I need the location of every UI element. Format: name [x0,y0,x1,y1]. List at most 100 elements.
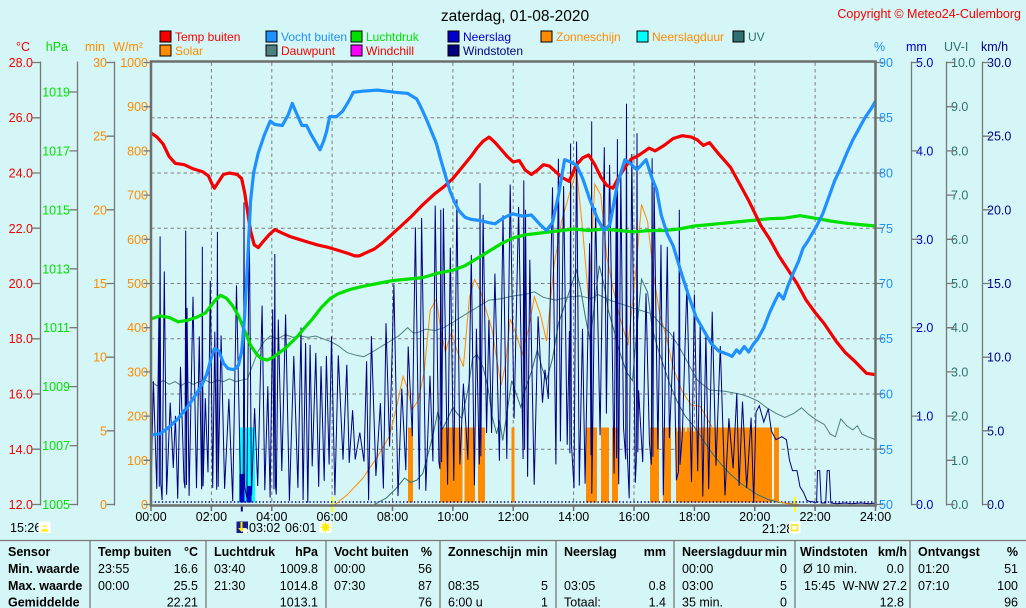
svg-text:12.0: 12.0 [9,498,33,512]
svg-text:22.0: 22.0 [9,222,33,236]
svg-text:07:30: 07:30 [334,579,365,593]
svg-text:00:00: 00:00 [98,579,129,593]
svg-text:01:20: 01:20 [918,562,949,576]
svg-text:W-NW 27.2: W-NW 27.2 [843,579,907,593]
svg-text:15:26: 15:26 [10,521,41,535]
svg-text:%: % [874,40,885,54]
svg-text:87: 87 [418,579,432,593]
svg-text:96: 96 [1004,596,1018,608]
svg-text:20: 20 [93,203,107,217]
svg-text:min: min [526,545,548,559]
svg-text:02:00: 02:00 [196,510,227,524]
svg-text:70: 70 [879,277,893,291]
svg-text:800: 800 [127,144,148,158]
svg-text:90: 90 [879,56,893,70]
svg-text:08:35: 08:35 [448,579,479,593]
svg-text:Copyright © Meteo24-Culemborg: Copyright © Meteo24-Culemborg [837,7,1021,21]
svg-text:12:00: 12:00 [498,510,529,524]
svg-text:1015: 1015 [42,203,70,217]
svg-text:1014.8: 1014.8 [280,579,318,593]
svg-text:Windchill: Windchill [366,44,414,58]
svg-text:50: 50 [879,498,893,512]
svg-text:20.0: 20.0 [987,203,1011,217]
svg-text:Totaal:: Totaal: [564,596,601,608]
svg-text:10:00: 10:00 [437,510,468,524]
svg-text:15.0: 15.0 [987,277,1011,291]
svg-text:0: 0 [100,498,107,512]
svg-text:°C: °C [184,545,198,559]
svg-text:23:55: 23:55 [98,562,129,576]
svg-text:Temp buiten: Temp buiten [175,30,240,44]
svg-text:Zonneschijn: Zonneschijn [556,30,621,44]
svg-text:24.0: 24.0 [9,167,33,181]
svg-text:26.0: 26.0 [9,111,33,125]
svg-text:500: 500 [127,277,148,291]
svg-text:1013.1: 1013.1 [280,596,318,608]
svg-text:Neerslagduur: Neerslagduur [682,545,763,559]
svg-text:1017: 1017 [42,144,70,158]
svg-text:07:10: 07:10 [918,579,949,593]
svg-text:Zonneschijn: Zonneschijn [448,545,522,559]
svg-text:85: 85 [879,111,893,125]
svg-text:18:00: 18:00 [679,510,710,524]
svg-text:5: 5 [780,579,787,593]
svg-text:1013: 1013 [42,262,70,276]
svg-text:10.0: 10.0 [951,56,975,70]
svg-text:9.0: 9.0 [951,100,968,114]
svg-text:4.0: 4.0 [951,321,968,335]
svg-text:UV: UV [748,30,765,44]
svg-text:03:40: 03:40 [214,562,245,576]
svg-text:1.4: 1.4 [649,596,666,608]
svg-text:1009.8: 1009.8 [280,562,318,576]
svg-text:100: 100 [997,579,1018,593]
svg-text:600: 600 [127,233,148,247]
svg-text:03:02: 03:02 [249,521,280,535]
svg-text:0: 0 [780,562,787,576]
svg-text:10: 10 [93,351,107,365]
svg-text:5: 5 [100,424,107,438]
svg-text:16.0: 16.0 [9,388,33,402]
svg-text:10.0: 10.0 [987,351,1011,365]
svg-text:Max. waarde: Max. waarde [8,579,82,593]
svg-text:200: 200 [127,410,148,424]
svg-text:15: 15 [93,277,107,291]
svg-text:Windstoten: Windstoten [800,545,868,559]
svg-text:30.0: 30.0 [987,56,1011,70]
svg-text:51: 51 [1004,562,1018,576]
svg-text:1000: 1000 [120,56,148,70]
svg-text:6:00 u: 6:00 u [448,596,483,608]
svg-text:hPa: hPa [295,545,319,559]
svg-text:65: 65 [879,332,893,346]
svg-text:1.0: 1.0 [951,454,968,468]
svg-text:0.0: 0.0 [987,498,1004,512]
svg-text:Ø 10 min.: Ø 10 min. [803,562,857,576]
svg-text:Solar: Solar [175,44,203,58]
svg-text:W/m²: W/m² [113,40,143,54]
svg-text:km/h: km/h [981,40,1008,54]
svg-text:5.0: 5.0 [987,424,1004,438]
svg-text:03:05: 03:05 [564,579,595,593]
svg-text:21:28: 21:28 [762,522,793,536]
svg-text:min: min [765,545,787,559]
svg-text:25: 25 [93,130,107,144]
svg-text:°C: °C [16,40,30,54]
svg-text:700: 700 [127,189,148,203]
svg-text:55: 55 [879,443,893,457]
svg-text:Sensor: Sensor [8,545,51,559]
svg-text:14:00: 14:00 [558,510,589,524]
svg-text:Neerslag: Neerslag [564,545,617,559]
svg-text:18.0: 18.0 [9,332,33,346]
svg-text:km/h: km/h [878,545,907,559]
svg-text:5: 5 [541,579,548,593]
svg-text:3.0: 3.0 [951,365,968,379]
svg-text:0.0: 0.0 [916,498,933,512]
svg-text:Gemiddelde: Gemiddelde [8,596,80,608]
svg-text:Temp buiten: Temp buiten [98,545,171,559]
svg-text:21:30: 21:30 [214,579,245,593]
svg-text:20:00: 20:00 [739,510,770,524]
svg-text:14.0: 14.0 [9,443,33,457]
svg-text:1.0: 1.0 [916,410,933,424]
svg-text:Dauwpunt: Dauwpunt [281,44,336,58]
svg-text:2.0: 2.0 [951,410,968,424]
svg-text:100: 100 [127,454,148,468]
